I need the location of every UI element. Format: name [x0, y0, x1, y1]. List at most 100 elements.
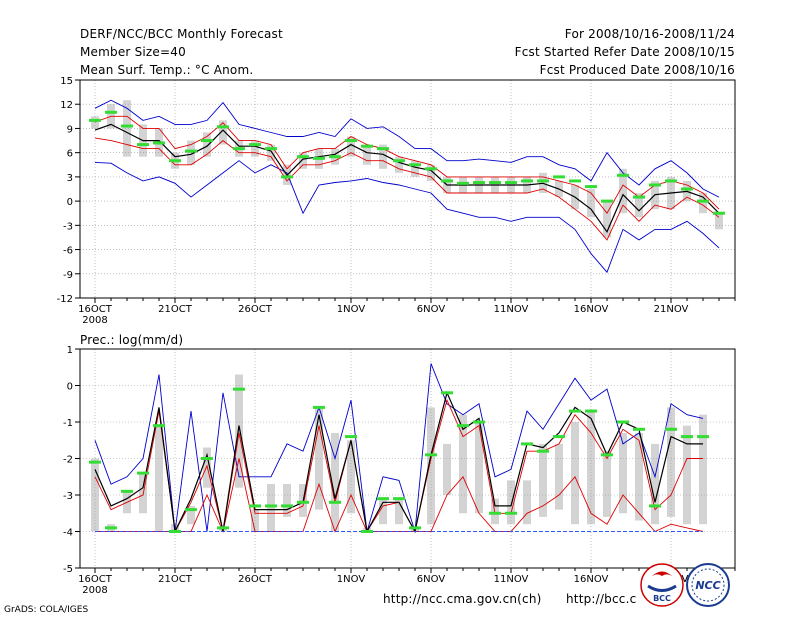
spread-box — [379, 498, 387, 525]
spread-box — [683, 425, 691, 525]
x-tick-label: 11NOV — [494, 574, 529, 585]
spread-box — [235, 374, 243, 488]
spread-box — [299, 152, 307, 169]
spread-box — [155, 425, 163, 532]
series-line-ensemble-min — [94, 99, 720, 198]
ncc-logo-text: NCC — [695, 579, 720, 592]
spread-box — [123, 100, 131, 157]
spread-box — [715, 213, 723, 230]
x-tick-label: 6NOV — [417, 304, 446, 315]
y-tick-label: 15 — [60, 76, 73, 87]
spread-box — [347, 440, 355, 514]
url-bcc: http://bcc.c — [566, 592, 636, 606]
plot-frame — [79, 79, 736, 299]
y-tick-label: -9 — [63, 270, 73, 281]
spread-box — [315, 407, 323, 510]
x-tick-label: 16OCT — [78, 304, 113, 315]
y-tick-label: -12 — [57, 294, 73, 305]
spread-box — [523, 480, 531, 525]
spread-box — [427, 164, 435, 181]
x-tick-label: 21NOV — [654, 304, 689, 315]
spread-box — [443, 443, 451, 495]
spread-box — [219, 120, 227, 145]
bcc-logo-icon: BCC — [640, 563, 684, 607]
spread-box — [187, 505, 195, 525]
x-tick-label: 16OCT — [78, 574, 113, 585]
spread-box — [555, 443, 563, 510]
series-line-ensemble-mean — [94, 390, 703, 534]
spread-box — [395, 156, 403, 173]
series-line-ensemble-mean — [94, 123, 720, 234]
y-tick-label: -5 — [63, 564, 73, 575]
x-tick-label: 16NOV — [574, 574, 609, 585]
spread-box — [571, 422, 579, 525]
series-line-ensemble-max — [94, 363, 704, 532]
series-line-upper-quartile — [94, 115, 720, 215]
url-chinese: http://ncc.cma.gov.cn(ch) — [383, 592, 542, 606]
y-tick-label: -3 — [63, 221, 73, 232]
header-right-line-2: Fcst Started Refer Date 2008/10/15 — [515, 45, 735, 59]
precip-panel-title: Prec.: log(mm/d) — [80, 333, 183, 347]
x-tick-label: 11NOV — [494, 304, 529, 315]
spread-box — [363, 144, 371, 165]
spread-box — [651, 443, 659, 525]
spread-box — [619, 432, 627, 514]
x-tick-label: 26OCT — [238, 574, 273, 585]
spread-box — [635, 193, 643, 218]
bcc-logo-text: BCC — [653, 594, 671, 603]
y-tick-label: -4 — [63, 528, 73, 539]
series-line-lower-quartile — [94, 137, 720, 241]
header-left-line-2: Member Size=40 — [80, 45, 186, 59]
x-tick-sublabel: 2008 — [82, 585, 107, 596]
spread-box — [331, 432, 339, 532]
spread-box — [395, 498, 403, 525]
spread-box — [427, 407, 435, 525]
y-tick-label: 6 — [67, 149, 73, 160]
x-tick-label: 6NOV — [417, 574, 446, 585]
x-tick-label: 16NOV — [574, 304, 609, 315]
y-tick-label: 0 — [67, 197, 73, 208]
spread-box — [699, 193, 707, 214]
spread-box — [475, 422, 483, 514]
spread-box — [539, 443, 547, 517]
y-tick-label: -2 — [63, 455, 73, 466]
x-tick-label: 21OCT — [158, 304, 193, 315]
spread-box — [699, 414, 707, 525]
header-left-line-1: DERF/NCC/BCC Monthly Forecast — [80, 27, 283, 41]
x-tick-label: 1NOV — [337, 574, 366, 585]
header-right-line-1: For 2008/10/16-2008/11/24 — [565, 27, 735, 41]
spread-box — [267, 484, 275, 532]
x-tick-label: 1NOV — [337, 304, 366, 315]
y-tick-label: 0 — [67, 382, 73, 393]
spread-box — [267, 144, 275, 161]
spread-box — [379, 144, 387, 169]
y-tick-label: 9 — [67, 124, 73, 135]
header-left-line-3: Mean Surf. Temp.: °C Anom. — [80, 63, 253, 77]
ncc-logo-icon: NCC — [686, 563, 730, 607]
y-tick-label: 3 — [67, 173, 73, 184]
spread-box — [411, 160, 419, 177]
x-tick-label: 26OCT — [238, 304, 273, 315]
spread-box — [619, 168, 627, 214]
header-right-line-3: Fcst Produced Date 2008/10/16 — [540, 63, 735, 77]
y-tick-label: 12 — [60, 100, 73, 111]
spread-box — [459, 414, 467, 514]
spread-box — [635, 432, 643, 521]
x-tick-label: 21OCT — [158, 574, 193, 585]
y-tick-label: -1 — [63, 418, 73, 429]
grads-credit: GrADS: COLA/IGES — [4, 605, 88, 615]
y-tick-label: -6 — [63, 246, 73, 257]
spread-box — [283, 484, 291, 517]
spread-box — [251, 140, 259, 157]
y-tick-label: -3 — [63, 491, 73, 502]
x-tick-sublabel: 2008 — [82, 315, 107, 326]
series-line-ensemble-max — [94, 160, 720, 274]
spread-box — [603, 201, 611, 238]
spread-box — [587, 411, 595, 525]
spread-box — [603, 451, 611, 517]
spread-box — [667, 407, 675, 517]
y-tick-label: 1 — [67, 345, 73, 356]
